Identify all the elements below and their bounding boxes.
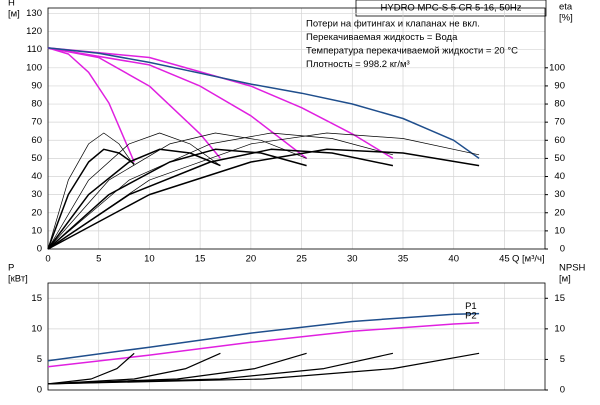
y-tick-label: 20 [31,207,42,218]
x-tick-label: 15 [195,254,206,265]
y-tick-label: 50 [31,153,42,164]
y-tick-label: 80 [31,99,42,110]
series-line [47,47,394,160]
annotation: Плотность = 998.2 кг/м³ [306,59,410,70]
plot-frame [47,7,546,250]
series-line [47,352,307,385]
y2-tick-label: 0 [560,244,565,255]
y2-axis-label: [м] [559,274,571,285]
x-tick-label: 0 [45,254,50,265]
plot-frame [47,282,546,391]
series-line [47,148,307,250]
y-tick-label: 100 [26,62,42,73]
annotation: Температура перекачиваемой жидкости = 20… [306,46,518,57]
series-line [47,352,135,385]
y-tick-label: 0 [37,244,42,255]
series-line [47,312,480,362]
series-line [47,148,394,250]
y-tick-label: 110 [27,44,42,55]
x-tick-label: 30 [347,254,358,265]
y-axis-label: H [8,0,15,9]
series-label: P1 [465,301,477,312]
y-tick-label: 10 [31,225,42,236]
y2-axis-label: NPSH [559,263,586,274]
series-line [47,132,480,250]
x-tick-label: 20 [246,254,257,265]
y-tick-label: 70 [31,117,42,128]
series-line [47,47,308,159]
y-tick-label: 120 [26,26,42,37]
y2-tick-label: 70 [554,117,565,128]
x-tick-label: 35 [398,254,409,265]
series-line [47,47,480,160]
x-tick-label: 25 [296,254,307,265]
y-tick-label: 10 [31,323,42,334]
y-tick-label: 40 [31,171,42,182]
y-tick-label: 90 [31,80,42,91]
series-line [47,352,221,385]
series-line [47,321,480,368]
series-line [47,47,135,163]
y2-tick-label: 10 [554,225,565,236]
y2-axis-label: eta [559,2,573,13]
y-tick-label: 0 [37,385,42,396]
annotation: Потери на фитингах и клапанах не вкл. [306,19,480,30]
y-tick-label: 30 [31,189,42,200]
y2-tick-label: 80 [554,99,565,110]
y2-axis-label: [%] [559,13,573,24]
series-line [47,352,480,385]
x-tick-label: 45 [499,254,510,265]
y-axis-label: P [8,263,14,274]
y-tick-label: 60 [31,135,42,146]
y2-tick-label: 100 [549,62,565,73]
x-tick-label: 10 [144,254,155,265]
series-line [47,132,307,250]
x-tick-label: 40 [448,254,459,265]
y2-tick-label: 40 [554,171,565,182]
y2-tick-label: 0 [560,385,565,396]
x-tick-label: 5 [96,254,101,265]
series-line [47,148,480,250]
y2-tick-label: 30 [554,189,565,200]
y2-tick-label: 90 [554,80,565,91]
annotation: Перекачиваемая жидкость = Вода [306,32,458,43]
series-line [47,148,135,250]
y2-tick-label: 20 [554,207,565,218]
series-line [47,132,135,250]
series-line [47,352,394,385]
y-tick-label: 130 [26,8,42,19]
y2-tick-label: 60 [554,135,565,146]
series-label: P2 [465,310,477,321]
y2-tick-label: 15 [554,293,565,304]
y-axis-label: [кВт] [8,274,28,285]
y-tick-label: 5 [37,354,42,365]
y2-tick-label: 10 [554,323,565,334]
y-tick-label: 15 [31,293,42,304]
y2-tick-label: 50 [554,153,565,164]
y2-tick-label: 5 [560,354,565,365]
x-axis-label: Q [м³/ч] [512,254,545,265]
series-line [47,132,221,250]
y-axis-label: [м] [8,9,20,20]
